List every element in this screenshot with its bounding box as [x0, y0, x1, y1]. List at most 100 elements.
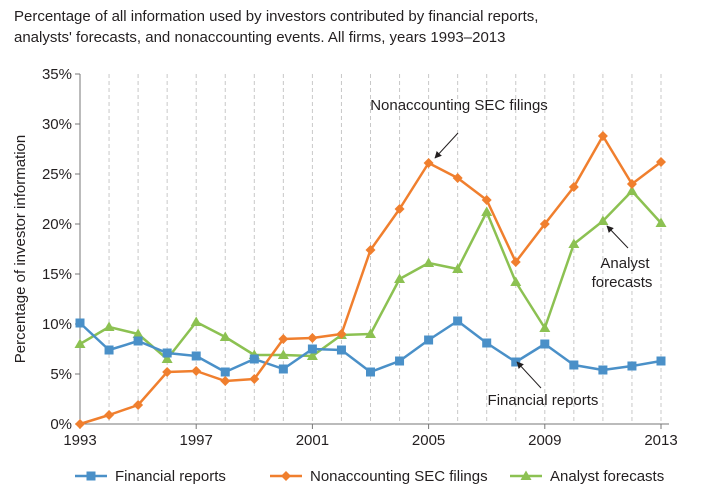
data-point — [481, 206, 493, 216]
data-point — [336, 329, 347, 339]
data-point — [540, 339, 550, 349]
data-point — [395, 356, 405, 366]
y-tick-label: 0% — [50, 416, 72, 433]
y-tick-label: 5% — [50, 366, 72, 383]
data-point — [162, 367, 173, 377]
legend-marker — [281, 471, 291, 481]
grid-lines — [79, 74, 662, 424]
annotation-label: Financial reports — [488, 392, 599, 409]
axes: 0% 5% 10% 15% 20% 25% 30% 35% 1993 1997 2001 2005 20… — [12, 66, 678, 449]
chart-title-line-1: Percentage of all information used by in… — [14, 8, 539, 25]
series-analyst-forecasts — [74, 185, 667, 363]
data-point — [626, 179, 637, 189]
data-point — [452, 173, 463, 183]
data-point — [598, 365, 608, 375]
data-point — [423, 158, 434, 168]
data-point — [510, 276, 522, 286]
chart-title-line-2: analysts' forecasts, and nonaccounting e… — [14, 29, 506, 46]
data-point — [510, 257, 521, 267]
data-point — [219, 331, 231, 341]
data-point — [597, 215, 609, 225]
legend-entry: Financial reports — [75, 468, 226, 485]
data-point — [539, 322, 551, 332]
data-point — [481, 195, 492, 205]
data-point — [656, 157, 666, 167]
data-point — [75, 318, 85, 328]
y-tick-label: 35% — [42, 66, 72, 83]
data-point — [511, 357, 521, 367]
x-tick-label: 1993 — [63, 432, 96, 449]
data-point — [162, 348, 172, 358]
y-tick-label: 25% — [42, 166, 72, 183]
data-point — [365, 328, 376, 338]
data-point — [394, 273, 406, 283]
data-point — [161, 353, 173, 363]
data-point — [132, 328, 144, 338]
data-point — [394, 204, 405, 214]
data-point — [191, 351, 201, 361]
data-point — [366, 367, 375, 377]
data-point — [220, 367, 230, 377]
legend-marker — [86, 471, 96, 481]
data-point — [104, 410, 115, 420]
series-financial-reports — [75, 316, 666, 377]
data-point — [75, 419, 85, 429]
legend-label: Financial reports — [115, 468, 226, 485]
legend-entry: Nonaccounting SEC filings — [270, 468, 488, 485]
y-tick-label: 10% — [42, 316, 72, 333]
y-tick-label: 15% — [42, 266, 72, 283]
data-point — [423, 257, 435, 267]
x-tick-label: 2005 — [412, 432, 445, 449]
data-point — [656, 356, 666, 366]
data-point — [278, 364, 288, 374]
x-tick-label: 2001 — [296, 432, 329, 449]
annotation-arrow — [516, 361, 542, 389]
y-tick-label: 20% — [42, 216, 72, 233]
data-point — [336, 345, 346, 355]
chart-title: Percentage of all information used by in… — [14, 6, 694, 48]
data-point — [627, 361, 637, 371]
y-tick-label: 30% — [42, 116, 72, 133]
data-point — [424, 335, 434, 345]
data-point — [249, 354, 259, 364]
y-axis-label: Percentage of investor information — [12, 135, 29, 363]
data-point — [539, 219, 550, 229]
data-point — [569, 360, 579, 370]
data-point — [220, 376, 231, 386]
data-point — [452, 263, 464, 273]
annotations: Nonaccounting SEC filings Analyst forecast… — [370, 97, 652, 409]
annotation-arrow — [434, 132, 459, 159]
annotation-label: Analyst — [600, 255, 650, 272]
data-point — [597, 131, 608, 141]
series-nonaccounting-sec-filings — [75, 131, 666, 429]
data-point — [104, 345, 114, 355]
legend-label: Analyst forecasts — [550, 468, 664, 485]
data-point — [278, 334, 289, 344]
data-point — [306, 350, 318, 360]
data-point — [568, 238, 580, 248]
annotation-label: forecasts — [592, 274, 653, 291]
data-point — [307, 344, 317, 354]
annotation-label: Nonaccounting SEC filings — [370, 97, 548, 114]
x-tick-label: 2009 — [528, 432, 561, 449]
x-tick-label: 2013 — [644, 432, 677, 449]
data-point — [482, 338, 492, 348]
data-point — [74, 338, 86, 348]
annotation-arrow — [606, 225, 629, 249]
data-point — [190, 316, 202, 326]
data-point — [103, 321, 115, 331]
data-point — [133, 400, 144, 410]
data-point — [133, 336, 143, 346]
data-point — [568, 182, 579, 192]
data-point — [307, 333, 318, 343]
x-tick-label: 1997 — [180, 432, 213, 449]
legend-entry: Analyst forecasts — [510, 468, 664, 485]
legend-marker — [520, 470, 532, 480]
data-point — [191, 366, 202, 376]
data-point — [277, 349, 289, 359]
legend-label: Nonaccounting SEC filings — [310, 468, 488, 485]
data-point — [249, 374, 260, 384]
data-point — [626, 185, 638, 195]
series-lines — [74, 131, 667, 429]
